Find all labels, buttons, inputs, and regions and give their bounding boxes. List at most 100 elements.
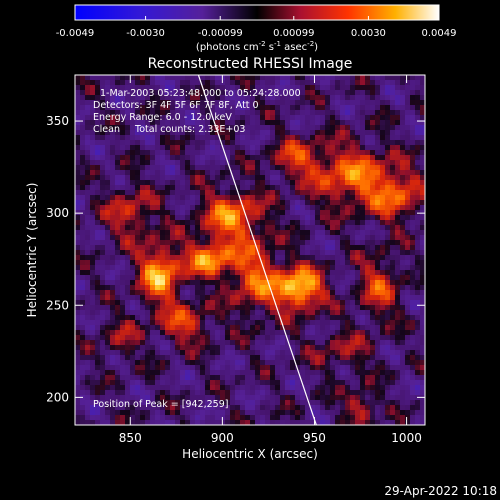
heatmap-cell bbox=[100, 135, 106, 141]
heatmap-cell bbox=[255, 155, 261, 161]
heatmap-cell bbox=[265, 325, 271, 331]
heatmap-cell bbox=[200, 250, 206, 256]
heatmap-cell bbox=[315, 130, 321, 136]
heatmap-cell bbox=[145, 315, 151, 321]
heatmap-cell bbox=[325, 180, 331, 186]
heatmap-cell bbox=[195, 335, 201, 341]
heatmap-cell bbox=[100, 240, 106, 246]
heatmap-cell bbox=[270, 385, 276, 391]
heatmap-cell bbox=[410, 110, 416, 116]
heatmap-cell bbox=[240, 275, 246, 281]
heatmap-cell bbox=[400, 150, 406, 156]
heatmap-cell bbox=[100, 180, 106, 186]
heatmap-cell bbox=[380, 240, 386, 246]
heatmap-cell bbox=[125, 395, 131, 401]
heatmap-cell bbox=[310, 395, 316, 401]
heatmap-cell bbox=[350, 160, 356, 166]
heatmap-cell bbox=[255, 320, 261, 326]
heatmap-cell bbox=[200, 165, 206, 171]
heatmap-cell bbox=[295, 220, 301, 226]
heatmap-cell bbox=[310, 155, 316, 161]
heatmap-cell bbox=[255, 360, 261, 366]
heatmap-cell bbox=[385, 145, 391, 151]
heatmap-cell bbox=[205, 80, 211, 86]
heatmap-cell bbox=[295, 90, 301, 96]
heatmap-cell bbox=[215, 75, 221, 81]
heatmap-cell bbox=[95, 140, 101, 146]
heatmap-cell bbox=[100, 245, 106, 251]
heatmap-cell bbox=[105, 270, 111, 276]
heatmap-cell bbox=[265, 395, 271, 401]
heatmap-cell bbox=[165, 400, 171, 406]
heatmap-cell bbox=[300, 250, 306, 256]
heatmap-cell bbox=[305, 345, 311, 351]
heatmap-cell bbox=[405, 355, 411, 361]
heatmap-cell bbox=[110, 215, 116, 221]
heatmap-cell bbox=[195, 290, 201, 296]
heatmap-cell bbox=[420, 120, 425, 126]
heatmap-cell bbox=[155, 190, 161, 196]
heatmap-cell bbox=[335, 370, 341, 376]
heatmap-cell bbox=[100, 195, 106, 201]
heatmap-cell bbox=[415, 360, 421, 366]
heatmap-cell bbox=[350, 265, 356, 271]
heatmap-cell bbox=[365, 405, 371, 411]
heatmap-cell bbox=[130, 170, 136, 176]
heatmap-cell bbox=[85, 360, 91, 366]
heatmap-cell bbox=[405, 160, 411, 166]
heatmap-cell bbox=[200, 235, 206, 241]
heatmap-cell bbox=[145, 265, 151, 271]
heatmap-cell bbox=[250, 195, 256, 201]
heatmap-cell bbox=[135, 365, 141, 371]
heatmap-cell bbox=[310, 340, 316, 346]
heatmap-cell bbox=[335, 215, 341, 221]
heatmap-cell bbox=[155, 145, 161, 151]
heatmap-cell bbox=[85, 135, 91, 141]
heatmap-cell bbox=[100, 125, 106, 131]
heatmap-cell bbox=[130, 415, 136, 421]
heatmap-cell bbox=[405, 180, 411, 186]
heatmap-cell bbox=[130, 265, 136, 271]
heatmap-cell bbox=[310, 220, 316, 226]
heatmap-cell bbox=[275, 225, 281, 231]
heatmap-cell bbox=[230, 200, 236, 206]
heatmap-cell bbox=[360, 120, 366, 126]
heatmap-cell bbox=[200, 180, 206, 186]
heatmap-cell bbox=[200, 380, 206, 386]
heatmap-cell bbox=[200, 350, 206, 356]
heatmap-cell bbox=[180, 370, 186, 376]
heatmap-cell bbox=[310, 310, 316, 316]
heatmap-cell bbox=[315, 135, 321, 141]
heatmap-cell bbox=[90, 345, 96, 351]
heatmap-cell bbox=[360, 265, 366, 271]
heatmap-cell bbox=[310, 185, 316, 191]
heatmap-cell bbox=[410, 300, 416, 306]
heatmap-cell bbox=[325, 420, 331, 425]
heatmap-cell bbox=[405, 310, 411, 316]
heatmap-cell bbox=[265, 270, 271, 276]
heatmap-cell bbox=[375, 230, 381, 236]
colorbar-unit-label: (photons cm-2 s-1 asec-2) bbox=[196, 40, 318, 53]
heatmap-cell bbox=[80, 355, 86, 361]
heatmap-cell bbox=[110, 190, 116, 196]
heatmap-cell bbox=[205, 245, 211, 251]
heatmap-cell bbox=[115, 160, 121, 166]
heatmap-cell bbox=[110, 265, 116, 271]
heatmap-cell bbox=[125, 325, 131, 331]
heatmap-cell bbox=[225, 420, 231, 425]
heatmap-cell bbox=[100, 230, 106, 236]
heatmap-cell bbox=[250, 125, 256, 131]
heatmap-cell bbox=[215, 395, 221, 401]
heatmap-cell bbox=[405, 235, 411, 241]
heatmap-cell bbox=[150, 335, 156, 341]
heatmap-cell bbox=[285, 75, 291, 81]
heatmap-cell bbox=[405, 120, 411, 126]
heatmap-cell bbox=[330, 280, 336, 286]
heatmap-cell bbox=[395, 205, 401, 211]
heatmap-cell bbox=[360, 230, 366, 236]
heatmap-cell bbox=[160, 330, 166, 336]
heatmap-cell bbox=[365, 390, 371, 396]
heatmap-cell bbox=[100, 325, 106, 331]
heatmap-cell bbox=[245, 125, 251, 131]
heatmap-cell bbox=[275, 390, 281, 396]
